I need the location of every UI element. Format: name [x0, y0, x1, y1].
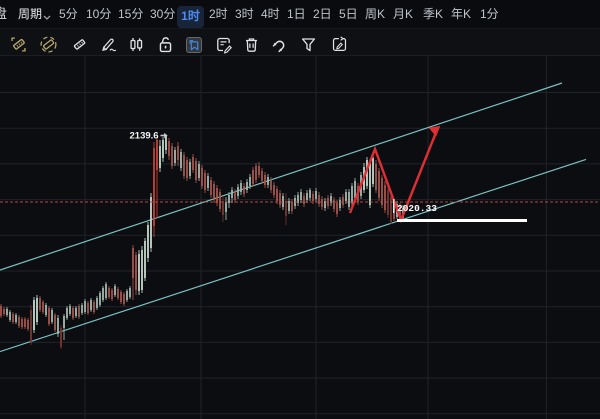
svg-text:2139.6: 2139.6: [130, 131, 159, 142]
svg-text:2020.33: 2020.33: [397, 203, 437, 214]
